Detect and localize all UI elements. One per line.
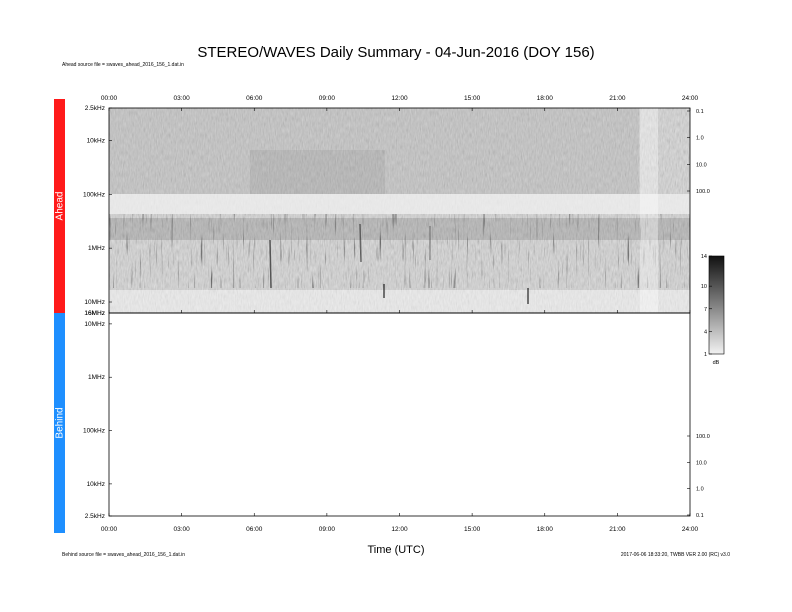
ahead-y-tick-label: 1MHz <box>88 245 105 252</box>
x-axis-label: Time (UTC) <box>367 544 425 556</box>
x-tick-label-bottom: 00:00 <box>101 526 118 533</box>
x-tick-label-bottom: 18:00 <box>537 526 554 533</box>
ahead-right-tick-label: 10.0 <box>696 162 707 168</box>
x-tick-label-top: 15:00 <box>464 95 481 102</box>
ahead-y-tick-label: 16MHz <box>84 310 105 317</box>
behind-y-tick-label: 16MHz <box>84 310 105 317</box>
ahead-spectrogram <box>109 108 690 313</box>
colorbar-ticks: 14 10 7 4 1 dB <box>701 254 720 366</box>
ahead-right-tick-label: 100.0 <box>696 189 710 195</box>
colorbar-tick-label: 7 <box>704 307 707 313</box>
ahead-y-tick-label: 10MHz <box>84 299 105 306</box>
behind-panel-band: Behind <box>54 313 65 533</box>
behind-right-tick-label: 100.0 <box>696 434 710 440</box>
x-tick-label-top: 24:00 <box>682 95 699 102</box>
version-stamp: 2017-06-06 18:33:20, TWBB VER 2.00 (RC) … <box>620 552 730 558</box>
ahead-y-tick-label: 100kHz <box>83 191 105 198</box>
colorbar-tick-label: 4 <box>704 329 707 335</box>
x-tick-label-bottom: 15:00 <box>464 526 481 533</box>
behind-y-tick-label: 100kHz <box>83 428 105 435</box>
chart-title: STEREO/WAVES Daily Summary - 04-Jun-2016… <box>197 44 595 61</box>
x-tick-label-top: 00:00 <box>101 95 118 102</box>
colorbar-unit: dB <box>713 360 720 366</box>
x-tick-label-top: 12:00 <box>391 95 408 102</box>
x-tick-label-bottom: 03:00 <box>173 526 190 533</box>
x-tick-label-bottom: 24:00 <box>682 526 699 533</box>
x-tick-label-bottom: 12:00 <box>391 526 408 533</box>
colorbar <box>708 255 725 355</box>
ahead-y-tick-label: 2.5kHz <box>85 105 105 112</box>
x-tick-label-bottom: 06:00 <box>246 526 263 533</box>
behind-source-file: Behind source file = swaves_ahead_2016_1… <box>62 552 186 558</box>
behind-plot-frame <box>108 312 691 517</box>
colorbar-tick-label: 14 <box>701 254 707 260</box>
x-tick-label-top: 06:00 <box>246 95 263 102</box>
behind-y-tick-label: 10kHz <box>87 481 105 488</box>
x-tick-label-bottom: 21:00 <box>609 526 626 533</box>
colorbar-tick-label: 1 <box>704 352 707 358</box>
ahead-right-tick-label: 0.1 <box>696 109 704 115</box>
behind-y-tick-label: 10MHz <box>84 321 105 328</box>
x-tick-label-top: 09:00 <box>319 95 336 102</box>
ahead-right-tick-label: 1.0 <box>696 136 704 142</box>
ahead-source-file: Ahead source file = swaves_ahead_2016_15… <box>62 62 184 68</box>
behind-right-tick-label: 1.0 <box>696 487 704 493</box>
behind-right-tick-label: 10.0 <box>696 460 707 466</box>
behind-y-tick-label: 2.5kHz <box>85 513 105 520</box>
x-tick-label-top: 21:00 <box>609 95 626 102</box>
x-tick-label-top: 03:00 <box>173 95 190 102</box>
ahead-y-tick-label: 10kHz <box>87 137 105 144</box>
behind-y-tick-label: 1MHz <box>88 374 105 381</box>
colorbar-tick-label: 10 <box>701 284 707 290</box>
behind-right-tick-label: 0.1 <box>696 513 704 519</box>
x-tick-label-bottom: 09:00 <box>319 526 336 533</box>
x-tick-label-top: 18:00 <box>537 95 554 102</box>
ahead-panel-band: Ahead <box>54 99 65 313</box>
axis-ticks: 00:00 00:00 03:00 03:00 06:00 06:00 09:00 09:00… <box>83 95 710 533</box>
